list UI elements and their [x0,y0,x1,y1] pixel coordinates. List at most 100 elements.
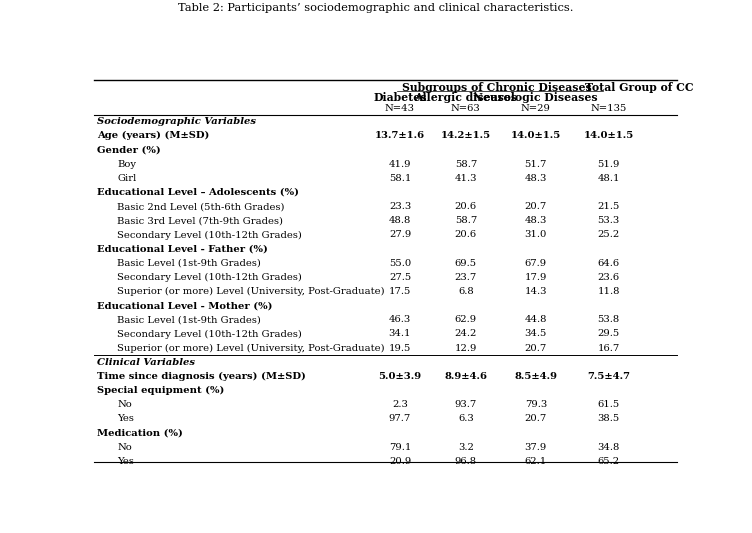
Text: 24.2: 24.2 [455,329,477,338]
Text: Secondary Level (10th-12th Grades): Secondary Level (10th-12th Grades) [117,273,302,282]
Text: Basic Level (1st-9th Grades): Basic Level (1st-9th Grades) [117,259,261,268]
Text: 58.7: 58.7 [455,216,477,225]
Text: 65.2: 65.2 [598,457,620,466]
Text: 8.5±4.9: 8.5±4.9 [514,372,557,381]
Text: Gender (%): Gender (%) [97,146,161,155]
Text: 29.5: 29.5 [598,329,620,338]
Text: 19.5: 19.5 [389,344,411,353]
Text: 20.6: 20.6 [455,202,477,211]
Text: Secondary Level (10th-12th Grades): Secondary Level (10th-12th Grades) [117,230,302,239]
Text: 8.9±4.6: 8.9±4.6 [444,372,487,381]
Text: Superior (or more) Level (University, Post-Graduate): Superior (or more) Level (University, Po… [117,287,385,296]
Text: 5.0±3.9: 5.0±3.9 [378,372,422,381]
Text: 27.9: 27.9 [389,230,411,239]
Text: 14.0±1.5: 14.0±1.5 [511,131,561,140]
Text: 34.5: 34.5 [525,329,547,338]
Text: Table 2: Participants’ sociodemographic and clinical characteristics.: Table 2: Participants’ sociodemographic … [178,3,574,13]
Text: 62.9: 62.9 [455,316,477,325]
Text: Basic 2nd Level (5th-6th Grades): Basic 2nd Level (5th-6th Grades) [117,202,285,211]
Text: 41.3: 41.3 [454,174,477,183]
Text: 48.8: 48.8 [389,216,411,225]
Text: 48.3: 48.3 [525,174,547,183]
Text: Basic 3rd Level (7th-9th Grades): Basic 3rd Level (7th-9th Grades) [117,216,284,225]
Text: 23.7: 23.7 [455,273,477,282]
Text: 6.8: 6.8 [458,287,474,296]
Text: 14.3: 14.3 [524,287,547,296]
Text: 11.8: 11.8 [597,287,620,296]
Text: Diabetes: Diabetes [373,92,426,103]
Text: 53.8: 53.8 [598,316,620,325]
Text: 13.7±1.6: 13.7±1.6 [375,131,425,140]
Text: Yes: Yes [117,457,134,466]
Text: Basic Level (1st-9th Grades): Basic Level (1st-9th Grades) [117,316,261,325]
Text: 20.9: 20.9 [389,457,411,466]
Text: Allergic diseases: Allergic diseases [414,92,517,103]
Text: 67.9: 67.9 [525,259,547,268]
Text: 51.7: 51.7 [525,159,547,168]
Text: 14.0±1.5: 14.0±1.5 [584,131,634,140]
Text: 53.3: 53.3 [598,216,620,225]
Text: 17.5: 17.5 [389,287,411,296]
Text: 48.1: 48.1 [597,174,620,183]
Text: Educational Level - Mother (%): Educational Level - Mother (%) [97,301,272,310]
Text: 20.7: 20.7 [525,202,547,211]
Text: 46.3: 46.3 [389,316,411,325]
Text: Boy: Boy [117,159,136,168]
Text: Age (years) (M±SD): Age (years) (M±SD) [97,131,209,140]
Text: 16.7: 16.7 [598,344,620,353]
Text: No: No [117,400,132,409]
Text: 79.1: 79.1 [389,443,411,452]
Text: Total Group of CC: Total Group of CC [584,82,693,93]
Text: Girl: Girl [117,174,137,183]
Text: N=63: N=63 [451,104,481,113]
Text: 31.0: 31.0 [525,230,547,239]
Text: 25.2: 25.2 [598,230,620,239]
Text: Subgroups of Chronic Diseases: Subgroups of Chronic Diseases [402,82,592,93]
Text: N=135: N=135 [590,104,627,113]
Text: 93.7: 93.7 [455,400,477,409]
Text: 58.1: 58.1 [389,174,411,183]
Text: 55.0: 55.0 [389,259,411,268]
Text: 6.3: 6.3 [458,415,474,423]
Text: 44.8: 44.8 [524,316,547,325]
Text: Time since diagnosis (years) (M±SD): Time since diagnosis (years) (M±SD) [97,372,306,381]
Text: Medication (%): Medication (%) [97,429,183,438]
Text: 20.7: 20.7 [525,415,547,423]
Text: 96.8: 96.8 [455,457,477,466]
Text: N=29: N=29 [521,104,550,113]
Text: 64.6: 64.6 [598,259,620,268]
Text: Special equipment (%): Special equipment (%) [97,386,224,395]
Text: 58.7: 58.7 [455,159,477,168]
Text: Educational Level – Adolescents (%): Educational Level – Adolescents (%) [97,188,299,197]
Text: No: No [117,443,132,452]
Text: 61.5: 61.5 [598,400,620,409]
Text: 34.1: 34.1 [389,329,411,338]
Text: Educational Level - Father (%): Educational Level - Father (%) [97,245,268,254]
Text: Yes: Yes [117,415,134,423]
Text: 20.6: 20.6 [455,230,477,239]
Text: 97.7: 97.7 [389,415,411,423]
Text: 38.5: 38.5 [598,415,620,423]
Text: 23.3: 23.3 [389,202,411,211]
Text: Secondary Level (10th-12th Grades): Secondary Level (10th-12th Grades) [117,329,302,338]
Text: Sociodemographic Variables: Sociodemographic Variables [97,117,256,126]
Text: 17.9: 17.9 [525,273,547,282]
Text: 48.3: 48.3 [525,216,547,225]
Text: 14.2±1.5: 14.2±1.5 [441,131,491,140]
Text: 2.3: 2.3 [392,400,408,409]
Text: 21.5: 21.5 [597,202,620,211]
Text: 51.9: 51.9 [597,159,620,168]
Text: 37.9: 37.9 [525,443,547,452]
Text: 7.5±4.7: 7.5±4.7 [587,372,630,381]
Text: N=43: N=43 [385,104,415,113]
Text: 3.2: 3.2 [458,443,474,452]
Text: 41.9: 41.9 [389,159,411,168]
Text: 34.8: 34.8 [597,443,620,452]
Text: 79.3: 79.3 [525,400,547,409]
Text: 69.5: 69.5 [455,259,477,268]
Text: 23.6: 23.6 [598,273,620,282]
Text: Neurologic Diseases: Neurologic Diseases [474,92,598,103]
Text: 20.7: 20.7 [525,344,547,353]
Text: 27.5: 27.5 [389,273,411,282]
Text: Superior (or more) Level (University, Post-Graduate): Superior (or more) Level (University, Po… [117,344,385,353]
